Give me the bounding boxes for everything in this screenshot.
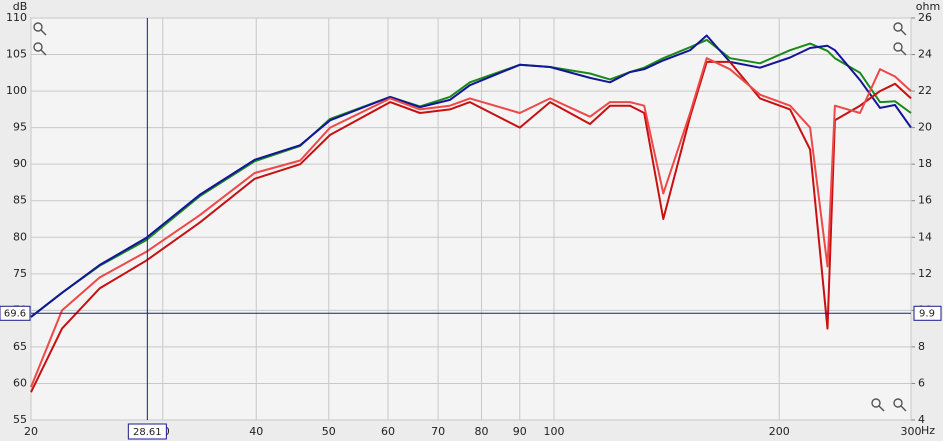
y-tick-label: 85 — [13, 194, 27, 207]
x-tick-label: 20 — [24, 425, 38, 438]
y-tick-label: 105 — [6, 48, 27, 61]
x-tick-label: 90 — [513, 425, 527, 438]
y-tick-label: 100 — [6, 84, 27, 97]
labels: 5560657075808590951001051104681012141618… — [0, 11, 942, 440]
y2-tick-label: 24 — [918, 48, 932, 61]
trace-line — [30, 57, 912, 388]
y2-tick-label: 18 — [918, 157, 932, 170]
cursor-y-label: 69.6 — [4, 308, 26, 319]
y-tick-label: 55 — [13, 413, 27, 426]
grid — [30, 17, 915, 421]
trace-line — [30, 38, 912, 318]
x-tick-label: 60 — [381, 425, 395, 438]
x-tick-label: 100 — [543, 425, 564, 438]
x-tick-label: 80 — [474, 425, 488, 438]
y-unit: dB — [13, 0, 28, 13]
y-tick-label: 110 — [6, 11, 27, 24]
traces — [30, 18, 912, 420]
cursor-y-box — [0, 305, 31, 321]
y2-unit: ohm — [916, 0, 940, 13]
y2-tick-label: 22 — [918, 84, 932, 97]
y-tick-label: 65 — [13, 340, 27, 353]
y2-tick-label: 4 — [918, 413, 925, 426]
x-tick-label: 300 — [901, 425, 922, 438]
cursor-x-label: 28.61 — [133, 427, 162, 438]
y2-tick-label: 20 — [918, 121, 932, 134]
x-tick-label: 40 — [249, 425, 263, 438]
x-unit: Hz — [921, 424, 935, 437]
y-tick-label: 95 — [13, 121, 27, 134]
y2-tick-label: 26 — [918, 11, 932, 24]
y-tick-label: 90 — [13, 157, 27, 170]
trace-line — [30, 34, 912, 318]
x-tick-label: 70 — [431, 425, 445, 438]
y2-tick-label: 8 — [918, 340, 925, 353]
y-tick-label: 60 — [13, 376, 27, 389]
x-tick-label: 200 — [769, 425, 790, 438]
zoom-icons[interactable] — [33, 22, 907, 412]
y2-tick-label: 14 — [918, 230, 932, 243]
x-tick-label: 50 — [322, 425, 336, 438]
cursor-x-box — [127, 423, 167, 440]
cursor-y2-label: 9.9 — [919, 308, 935, 319]
y2-tick-label: 12 — [918, 267, 932, 280]
y2-tick-label: 16 — [918, 194, 932, 207]
cursor-y2-box — [913, 305, 942, 321]
y-tick-label: 75 — [13, 267, 27, 280]
y2-tick-label: 6 — [918, 376, 925, 389]
trace-line — [30, 60, 912, 393]
y-tick-label: 80 — [13, 230, 27, 243]
